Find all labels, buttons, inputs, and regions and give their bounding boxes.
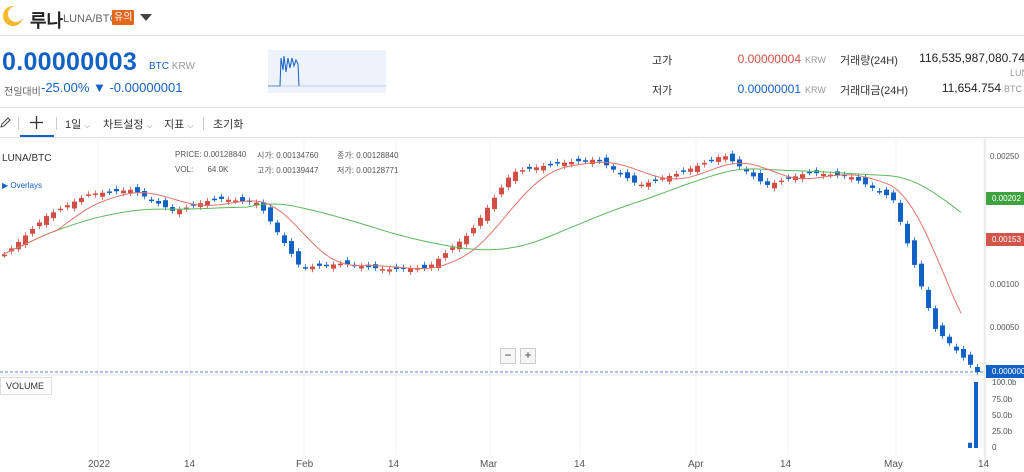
zoom-out-button[interactable]: − — [500, 348, 516, 364]
volume-bar — [968, 442, 972, 448]
low-value: 0.00000001 — [737, 82, 801, 96]
x-axis-label: 14 — [978, 459, 990, 470]
x-axis-label: 14 — [388, 459, 400, 470]
volume-axis-label: 0 — [992, 443, 997, 452]
amount-24h-label: 거래대금(24H) — [840, 85, 908, 97]
y-axis-label: 0.00250 — [990, 152, 1019, 161]
chart-settings-menu[interactable]: 차트설정 ⌵ — [103, 119, 153, 131]
amount-24h-unit: BTC — [1004, 84, 1022, 94]
high-label: 고가 — [652, 55, 673, 67]
high-unit: KRW — [805, 55, 826, 65]
amount-24h-value: 11,654.754 — [941, 81, 1001, 95]
coin-header: 루나 LUNA/BTC 유의 — [0, 0, 1024, 36]
chart-toolbar: 1일 ⌵ 차트설정 ⌵ 지표 ⌵ 초기화 — [0, 108, 1024, 138]
warning-badge: 유의 — [112, 10, 135, 25]
coin-name: 루나 — [30, 11, 64, 31]
volume-axis-label: 50.0b — [992, 411, 1013, 420]
candlestick-chart[interactable] — [0, 139, 1024, 472]
volume-axis-label: 75.0b — [992, 395, 1013, 404]
low-unit: KRW — [805, 85, 826, 95]
coin-dropdown-icon[interactable] — [140, 14, 152, 21]
volume-24h-unit: LUN — [1010, 68, 1024, 78]
active-tool-indicator — [20, 135, 54, 137]
overlays-toggle[interactable]: ▶ Overlays — [2, 181, 42, 190]
volume-bar — [974, 382, 978, 448]
x-axis-label: 14 — [574, 459, 586, 470]
volume-24h-label: 거래량(24H) — [840, 55, 898, 67]
low-label: 저가 — [652, 85, 673, 97]
change-percent: -25.00% — [41, 80, 90, 95]
pencil-icon[interactable] — [0, 116, 12, 128]
volume-axis-label: 25.0b — [992, 427, 1013, 436]
x-axis-label: 2022 — [88, 459, 111, 470]
change-amount: ▼ -0.00000001 — [93, 80, 183, 95]
x-axis-label: Feb — [296, 459, 314, 470]
ma-short-price-tag: 0.00153 — [986, 233, 1024, 246]
info-close: 종가: 0.00128840 — [337, 151, 399, 160]
info-low: 저가: 0.00128771 — [337, 166, 399, 175]
volume-24h-value: 116,535,987,080.74 — [919, 51, 1024, 65]
info-high: 고가: 0.00139447 — [257, 166, 319, 175]
y-axis-label: 0.00100 — [990, 280, 1019, 289]
mini-price-chart — [268, 50, 386, 93]
pair-label: LUNA/BTC — [63, 13, 118, 25]
price-unit: BTC KRW — [149, 61, 195, 72]
change-label: 전일대비 — [4, 87, 41, 98]
crosshair-icon[interactable] — [30, 116, 43, 129]
x-axis-label: 14 — [780, 459, 792, 470]
price-panel: 0.00000003 BTC KRW 전일대비 -25.00% ▼ -0.000… — [0, 36, 1024, 108]
luna-logo-icon — [3, 6, 24, 26]
indicators-menu[interactable]: 지표 ⌵ — [164, 119, 194, 131]
zoom-in-button[interactable]: + — [520, 348, 536, 364]
volume-axis-label: 100.0b — [992, 378, 1017, 387]
volume-toggle-button[interactable]: VOLUME — [0, 377, 52, 395]
info-volume: VOL: 64.0K — [175, 165, 229, 174]
reset-button[interactable]: 초기화 — [213, 119, 244, 131]
high-value: 0.00000004 — [737, 52, 801, 66]
info-price: PRICE: 0.00128840 — [175, 150, 247, 159]
y-axis-label: 0.00050 — [990, 323, 1019, 332]
chart-pair-title: LUNA/BTC — [2, 153, 52, 164]
x-axis-label: Mar — [480, 459, 498, 470]
info-open: 시가: 0.00134760 — [257, 151, 319, 160]
current-price: 0.00000003 — [2, 48, 138, 76]
x-axis-label: Apr — [688, 459, 704, 470]
x-axis-label: 14 — [184, 459, 196, 470]
x-axis-label: May — [884, 459, 903, 470]
ma-long-price-tag: 0.00202 — [986, 192, 1024, 205]
interval-select[interactable]: 1일 ⌵ — [65, 119, 91, 131]
last-price-tag: 0.000000 — [986, 365, 1024, 378]
